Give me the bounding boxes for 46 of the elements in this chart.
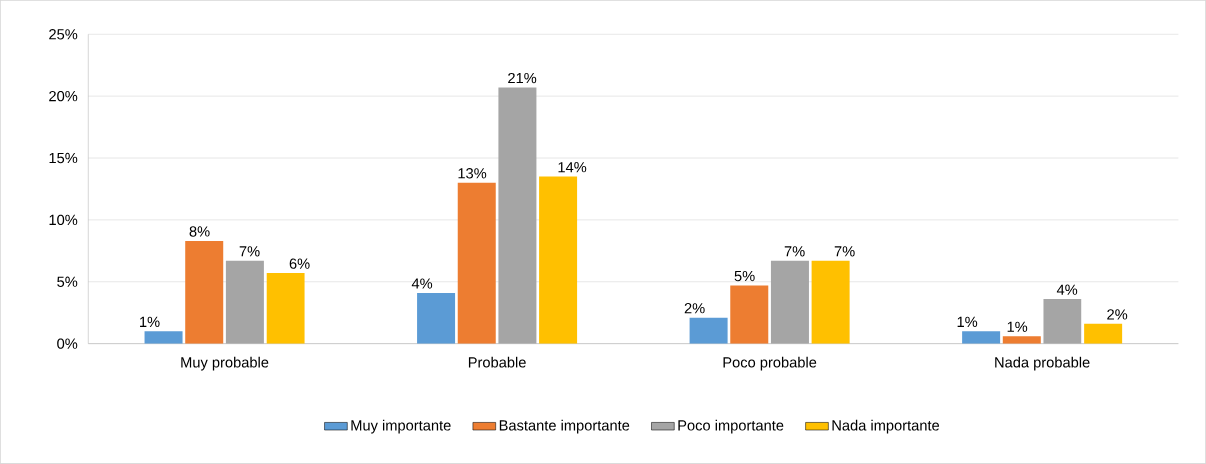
bar <box>457 182 496 344</box>
bar <box>811 260 850 344</box>
x-tick-label: Probable <box>468 356 526 368</box>
data-label: 6% <box>289 258 310 269</box>
bar <box>730 285 769 344</box>
data-label: 1% <box>1007 321 1028 332</box>
bar <box>962 331 1001 344</box>
legend-label: Bastante importante <box>499 419 630 434</box>
bar <box>1043 299 1082 344</box>
y-tick-label: 15% <box>49 152 78 164</box>
legend-label: Muy importante <box>351 419 451 434</box>
legend-label: Poco importante <box>678 419 784 434</box>
bar <box>770 260 809 344</box>
bar <box>498 87 537 344</box>
bar <box>185 240 224 344</box>
bar <box>144 331 183 344</box>
bar <box>539 176 578 344</box>
data-label: 4% <box>411 278 433 289</box>
data-label: 1% <box>957 316 978 328</box>
y-tick-label: 20% <box>49 91 78 102</box>
bar <box>689 317 728 344</box>
y-tick-label: 5% <box>57 276 78 287</box>
data-label: 8% <box>189 226 210 237</box>
data-label: 5% <box>734 270 755 282</box>
y-tick-label: 10% <box>49 214 78 226</box>
data-label: 7% <box>834 246 855 257</box>
bar <box>225 260 264 344</box>
legend-label: Nada importante <box>832 419 940 434</box>
y-tick-label: 0% <box>57 338 78 349</box>
data-label: 7% <box>239 246 260 257</box>
bar <box>266 273 305 344</box>
data-label: 21% <box>508 72 537 84</box>
data-label: 2% <box>1107 309 1128 320</box>
bar <box>1084 323 1123 344</box>
data-label: 13% <box>458 168 487 179</box>
x-tick-label: Muy probable <box>181 356 269 371</box>
data-label: 1% <box>140 316 160 328</box>
x-tick-label: Nada probable <box>995 356 1090 371</box>
data-label: 4% <box>1056 284 1078 295</box>
data-label: 14% <box>558 162 587 173</box>
x-tick-label: Poco probable <box>723 356 817 371</box>
data-label: 2% <box>684 303 705 314</box>
data-label: 7% <box>784 246 805 257</box>
bar <box>1002 336 1041 344</box>
y-tick-label: 25% <box>49 29 78 40</box>
bar <box>417 292 456 344</box>
